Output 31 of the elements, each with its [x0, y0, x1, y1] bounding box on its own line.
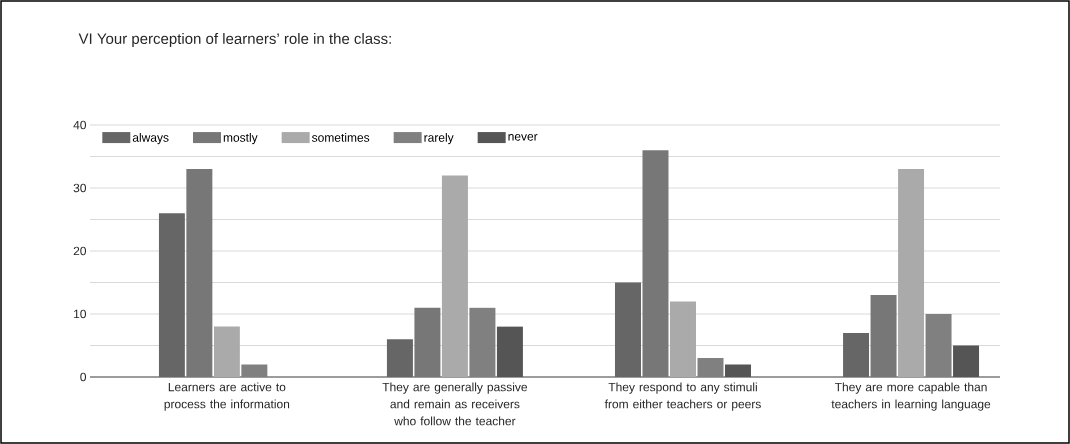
bar	[213, 326, 240, 377]
bar	[843, 332, 870, 377]
bar	[186, 169, 213, 377]
chart-title: VI Your perception of learners’ role in the class:	[78, 33, 391, 47]
y-tick-label: 40	[73, 120, 87, 130]
legend-label: always	[132, 132, 169, 145]
bar	[469, 307, 496, 377]
bar	[614, 282, 641, 377]
x-tick-label: They respond to any stimuli from either teachers or peers	[604, 382, 761, 411]
bar	[158, 213, 185, 377]
legend-label: mostly	[223, 132, 258, 145]
bar	[441, 175, 468, 377]
bar	[898, 169, 925, 377]
bar	[642, 150, 669, 377]
x-tick-label: They are generally passive and remain as receivers who follow the teacher	[382, 382, 528, 426]
y-tick-label: 20	[73, 246, 87, 256]
legend-label: rarely	[424, 132, 454, 145]
legend-label: never	[508, 134, 538, 141]
x-tick-label: Learners are active to process the information	[164, 382, 290, 411]
bar	[925, 313, 952, 377]
bar	[386, 339, 413, 377]
bar	[241, 364, 268, 377]
y-tick-label: 10	[74, 309, 87, 319]
x-tick-label: They are more capable than teachers in learning language	[831, 382, 991, 411]
y-tick-label: 0	[80, 372, 87, 382]
bar	[697, 358, 724, 377]
y-tick-label: 30	[73, 183, 87, 193]
bar	[669, 301, 696, 377]
bar	[414, 307, 441, 377]
bar	[870, 295, 897, 377]
legend-label: sometimes	[311, 132, 370, 142]
